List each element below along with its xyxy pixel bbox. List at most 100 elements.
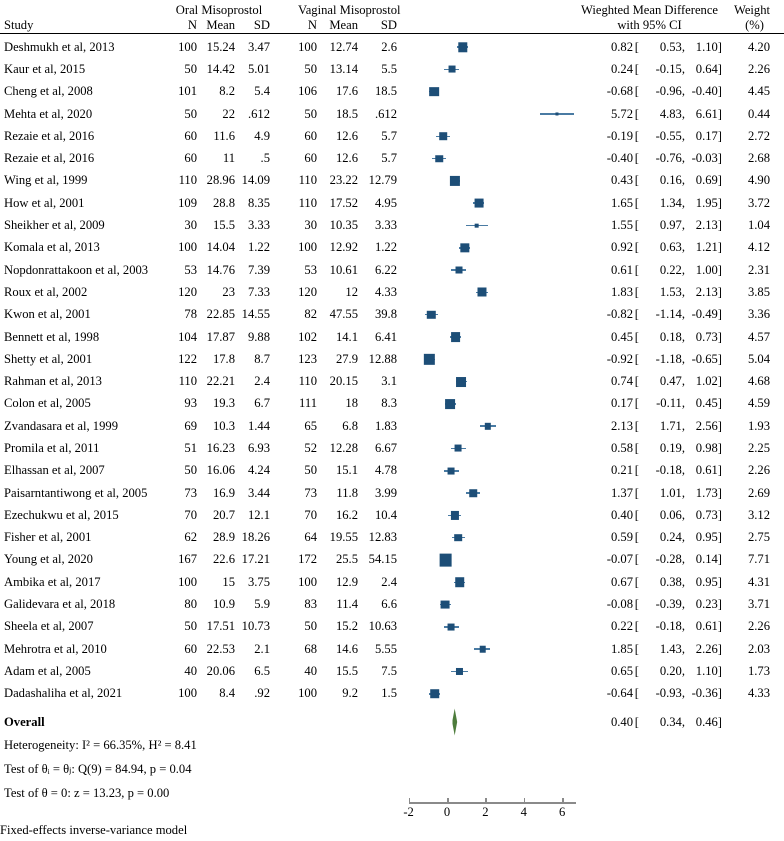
study-row: Bennett et al, 1998 104 17.87 9.88 102 1…	[0, 326, 784, 348]
vaginal-n-header: N	[307, 18, 317, 32]
vaginal-mean: 19.55	[329, 530, 358, 545]
test-between-stat: Test of θᵢ = θⱼ: Q(9) = 84.94, p = 0.04	[4, 762, 192, 777]
ci-text: 0.58[0.19, 0.98]	[610, 440, 722, 455]
vaginal-mean: 10.61	[329, 262, 358, 277]
x-axis-tick	[408, 798, 411, 802]
vaginal-sd: 5.55	[374, 641, 397, 656]
weight-value: 3.72	[747, 195, 770, 210]
study-name: How et al, 2001	[4, 195, 85, 210]
oral-n: 69	[184, 418, 197, 433]
weight-value: 1.04	[747, 218, 770, 233]
point-estimate-marker	[454, 445, 462, 452]
forest-plot-cell	[397, 571, 577, 593]
oral-mean: 15	[222, 574, 235, 589]
ci-text: 0.17[-0.11, 0.45]	[610, 396, 722, 411]
point-estimate-marker	[435, 154, 444, 163]
vaginal-mean: 15.5	[335, 663, 358, 678]
vaginal-n: 70	[304, 507, 317, 522]
weight-value: 7.71	[747, 552, 770, 567]
forest-plot-cell	[397, 304, 577, 326]
oral-sd: 8.7	[254, 351, 270, 366]
ci-text: 0.21[-0.18, 0.61]	[610, 463, 722, 478]
study-name: Kwon et al, 2001	[4, 307, 91, 322]
oral-mean: 28.96	[206, 173, 235, 188]
ci-text: -0.08[-0.39, 0.23]	[606, 597, 722, 612]
vaginal-mean: 11.8	[336, 485, 358, 500]
vaginal-n: 110	[298, 173, 317, 188]
study-name: Ezechukwu et al, 2015	[4, 507, 119, 522]
weight-header-line1: Weight	[733, 3, 770, 17]
vaginal-sd: 5.7	[381, 128, 397, 143]
weight-value: 2.03	[747, 641, 770, 656]
ci-text: 0.65[0.20, 1.10]	[610, 663, 722, 678]
weight-value: 2.25	[747, 440, 770, 455]
forest-plot-cell	[397, 415, 577, 437]
forest-plot-cell	[397, 393, 577, 415]
vaginal-n: 52	[304, 440, 317, 455]
oral-sd: 14.09	[241, 173, 270, 188]
oral-mean: 10.9	[212, 597, 235, 612]
oral-mean: 15.24	[206, 39, 235, 54]
forest-plot-cell	[397, 237, 577, 259]
vaginal-mean: 12.6	[335, 151, 358, 166]
overall-row: Overall 0.40[0.34, 0.46]	[0, 708, 784, 736]
effect-header-line1: Wieghted Mean Difference	[580, 3, 719, 17]
forest-plot-cell	[397, 103, 577, 125]
vaginal-n: 100	[298, 574, 317, 589]
oral-sd: 7.33	[247, 284, 270, 299]
study-row: Rezaie et al, 2016 60 11.6 4.9 60 12.6 5…	[0, 125, 784, 147]
header-group-row: Oral Misoprostol Vaginal Misoprostol Wie…	[0, 3, 784, 18]
x-axis-tick-label: 4	[520, 805, 527, 819]
oral-sd-header: SD	[253, 18, 270, 32]
vaginal-n: 60	[304, 151, 317, 166]
point-estimate-marker	[458, 42, 468, 52]
ci-text: 1.85[1.43, 2.26]	[610, 641, 722, 656]
study-row: Shetty et al, 2001 122 17.8 8.7 123 27.9…	[0, 348, 784, 370]
vaginal-mean: 9.2	[342, 686, 358, 701]
oral-n: 53	[184, 262, 197, 277]
oral-mean: 11.6	[213, 128, 235, 143]
study-column-header: Study	[4, 18, 34, 32]
oral-mean: 15.5	[212, 218, 235, 233]
ci-text: 0.43[0.16, 0.69]	[610, 173, 722, 188]
vaginal-sd: .612	[374, 106, 397, 121]
vaginal-n: 30	[304, 218, 317, 233]
vaginal-sd: 39.8	[374, 307, 397, 322]
study-name: Mehrotra et al, 2010	[4, 641, 107, 656]
ci-text: 0.61[0.22, 1.00]	[610, 262, 722, 277]
study-name: Sheikher et al, 2009	[4, 218, 105, 233]
study-name: Ambika et al, 2017	[4, 574, 101, 589]
weight-value: 2.75	[747, 530, 770, 545]
forest-plot-cell	[397, 214, 577, 236]
study-name: Adam et al, 2005	[4, 663, 91, 678]
study-row: Colon et al, 2005 93 19.3 6.7 111 18 8.3…	[0, 393, 784, 415]
oral-n: 100	[178, 39, 197, 54]
point-estimate-marker	[429, 688, 440, 699]
heterogeneity-stat: Heterogeneity: I² = 66.35%, H² = 8.41	[4, 738, 197, 753]
vaginal-n: 110	[298, 374, 317, 389]
oral-n: 60	[184, 128, 197, 143]
vaginal-sd: 1.83	[374, 418, 397, 433]
study-row: Promila et al, 2011 51 16.23 6.93 52 12.…	[0, 437, 784, 459]
oral-sd: 18.26	[241, 530, 270, 545]
forest-plot-cell	[397, 281, 577, 303]
ci-text: 1.65[1.34, 1.95]	[610, 195, 722, 210]
oral-n: 50	[184, 619, 197, 634]
study-name: Colon et al, 2005	[4, 396, 91, 411]
study-row: Wing et al, 1999 110 28.96 14.09 110 23.…	[0, 170, 784, 192]
forest-plot-cell	[397, 192, 577, 214]
overall-plot-cell	[397, 708, 577, 736]
oral-mean: 14.76	[206, 262, 235, 277]
oral-mean: 22.85	[206, 307, 235, 322]
vaginal-n: 50	[304, 61, 317, 76]
oral-n: 110	[178, 173, 197, 188]
group-header-vaginal: Vaginal Misoprostol	[298, 3, 401, 17]
oral-sd: 7.39	[247, 262, 270, 277]
vaginal-sd: 12.83	[368, 530, 397, 545]
overall-label: Overall	[4, 714, 45, 729]
point-estimate-marker	[455, 266, 463, 274]
ci-text: -0.19[-0.55, 0.17]	[606, 128, 722, 143]
point-estimate-marker	[441, 600, 450, 609]
vaginal-n: 83	[304, 597, 317, 612]
oral-sd: 1.22	[247, 240, 270, 255]
